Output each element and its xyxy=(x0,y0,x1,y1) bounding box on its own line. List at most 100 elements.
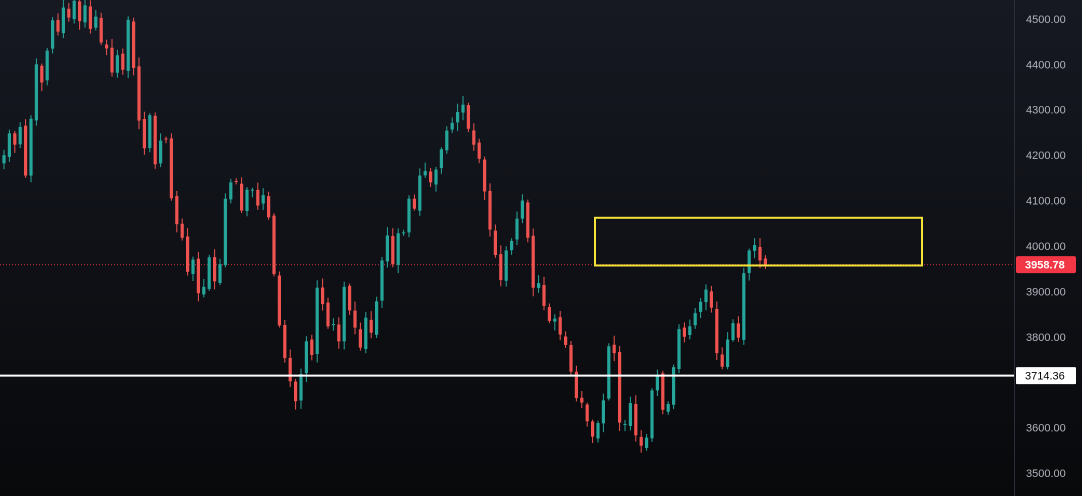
candle-body xyxy=(418,175,422,211)
candle-body xyxy=(510,240,514,251)
candle-body xyxy=(234,181,238,183)
candle-body xyxy=(83,5,87,23)
y-tick-label: 4000.00 xyxy=(1026,241,1066,253)
candle-body xyxy=(299,374,303,401)
candle-body xyxy=(375,301,379,335)
candle-body xyxy=(326,302,330,327)
candle-body xyxy=(456,111,460,123)
candle-body xyxy=(72,0,76,20)
candle-body xyxy=(596,423,600,439)
candle-body xyxy=(736,323,740,338)
candle-body xyxy=(61,7,65,34)
candle-body xyxy=(196,258,200,294)
candle-body xyxy=(429,171,433,183)
candle-body xyxy=(191,259,195,274)
candle-body xyxy=(51,20,55,49)
candle-body xyxy=(7,133,11,157)
candle-body xyxy=(612,344,616,354)
support-line-tag-bg xyxy=(1016,367,1076,385)
candle-body xyxy=(499,254,503,281)
candle-body xyxy=(553,318,557,322)
candles-group xyxy=(2,0,767,453)
candle-body xyxy=(720,354,724,367)
candle-body xyxy=(380,260,384,301)
candle-body xyxy=(488,190,492,230)
candle-body xyxy=(682,327,686,337)
candle-body xyxy=(542,285,546,306)
candle-body xyxy=(526,202,530,238)
candle-body xyxy=(666,403,670,412)
candle-body xyxy=(407,198,411,233)
resistance-zone-box[interactable] xyxy=(594,216,923,267)
candle-body xyxy=(369,319,373,333)
candle-body xyxy=(564,336,568,345)
candle-body xyxy=(731,323,735,340)
candle-body xyxy=(385,235,389,262)
candle-body xyxy=(547,307,551,321)
candle-body xyxy=(78,1,82,22)
candle-body xyxy=(18,126,22,145)
candle-body xyxy=(402,232,406,234)
candle-body xyxy=(439,149,443,169)
candle-body xyxy=(337,324,341,342)
candle-body xyxy=(353,310,357,328)
candle-body xyxy=(67,8,71,18)
candle-body xyxy=(310,339,314,355)
candle-body xyxy=(758,246,762,261)
candle-body xyxy=(645,437,649,448)
candle-body xyxy=(115,55,119,73)
candle-body xyxy=(315,287,319,355)
candle-body xyxy=(618,351,622,423)
candle-body xyxy=(29,118,33,176)
candle-body xyxy=(137,66,141,121)
candle-body xyxy=(202,286,206,295)
candle-body xyxy=(607,346,611,399)
candle-body xyxy=(688,326,692,335)
candle-body xyxy=(331,324,335,326)
candle-body xyxy=(472,130,476,145)
y-tick-label: 4500.00 xyxy=(1026,14,1066,26)
candle-body xyxy=(186,236,190,272)
candle-body xyxy=(321,287,325,305)
candle-body xyxy=(164,138,168,140)
candle-body xyxy=(105,44,109,49)
candle-body xyxy=(34,64,38,121)
candle-body xyxy=(396,233,400,265)
candle-body xyxy=(99,17,103,43)
candle-body xyxy=(364,317,368,350)
candle-body xyxy=(88,6,92,29)
candle-body xyxy=(56,20,60,32)
candle-body xyxy=(569,345,573,372)
candle-body xyxy=(661,373,665,410)
candle-body xyxy=(180,223,184,238)
candle-body xyxy=(304,341,308,374)
candle-body xyxy=(520,200,524,219)
candle-body xyxy=(699,301,703,312)
candle-body xyxy=(24,125,28,176)
candle-body xyxy=(504,250,508,281)
candle-body xyxy=(601,400,605,424)
candle-body xyxy=(110,47,114,73)
y-tick-label: 3500.00 xyxy=(1026,468,1066,480)
candle-body xyxy=(639,436,643,446)
candle-body xyxy=(207,257,211,289)
candle-body xyxy=(558,317,562,335)
candle-body xyxy=(250,189,254,191)
candle-body xyxy=(223,198,227,266)
candle-body xyxy=(132,21,136,68)
candle-body xyxy=(623,423,627,425)
candle-body xyxy=(493,230,497,256)
candle-body xyxy=(142,118,146,149)
last-price-tag: 3958.78 xyxy=(1016,256,1076,274)
candle-body xyxy=(267,196,271,218)
y-tick-label: 4200.00 xyxy=(1026,150,1066,162)
candle-body xyxy=(256,189,260,206)
candle-body xyxy=(283,324,287,359)
price-axis[interactable]: 4500.00 4400.00 4300.00 4200.00 4100.00 4000.… xyxy=(1026,14,1066,480)
candle-body xyxy=(412,198,416,209)
candle-body xyxy=(445,130,449,151)
candle-body xyxy=(288,357,292,382)
candle-body xyxy=(515,218,519,240)
